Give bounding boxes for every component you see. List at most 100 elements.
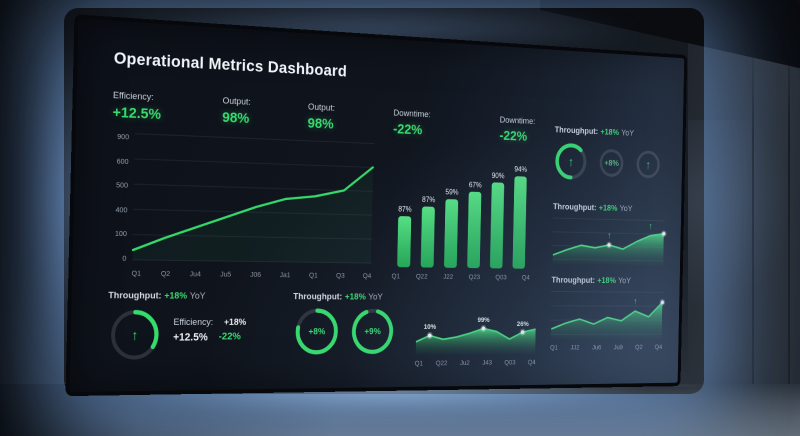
bar-value-label: 90% — [492, 171, 505, 180]
gauge-single: ↑ — [109, 308, 161, 362]
heading-value: +18% — [597, 275, 616, 286]
kpi-output-2: Output: 98% — [307, 102, 335, 133]
heading-suffix: YoY — [619, 203, 633, 214]
axis-tick-label: 0 — [122, 253, 127, 263]
kpi-value: -22% — [499, 127, 528, 145]
heading-suffix: YoY — [368, 292, 383, 303]
dashboard-screen: Operational Metrics Dashboard Efficiency… — [65, 14, 688, 397]
arrow-up-icon: ↑ — [131, 326, 139, 343]
arrow-up-icon: ↑ — [645, 157, 651, 172]
up-arrow-marker: ↑ — [649, 222, 653, 232]
gauge: +8% — [294, 307, 340, 356]
x-axis-ticks: Q1 Q2 Ju4 Ju5 J06 Ja1 Q1 Q3 Q4 — [131, 269, 371, 280]
panel-heading: Throughput: +18% YoY — [553, 202, 633, 214]
bar — [397, 216, 412, 268]
kpi-efficiency: Efficiency: +12.5% — [112, 90, 161, 123]
heading-label: Throughput: — [554, 125, 599, 137]
kpi-value: 98% — [222, 109, 250, 127]
gauge: ↑ — [634, 148, 661, 181]
axis-tick-label: Ju5 — [220, 269, 232, 279]
axis-tick-label: Q1 — [550, 343, 558, 352]
kpi-label: Downtime: — [393, 108, 431, 121]
area-fill — [415, 328, 536, 355]
wall-light-sheen — [688, 120, 800, 320]
page-title: Operational Metrics Dashboard — [113, 48, 348, 81]
heading-suffix: YoY — [621, 128, 635, 139]
bar — [512, 176, 527, 269]
wall-seam — [752, 34, 754, 436]
axis-tick-label: 100 — [114, 229, 127, 239]
bar-value-label: 87% — [398, 205, 412, 214]
axis-tick-label: Q4 — [654, 342, 663, 351]
kpi-label: Downtime: — [499, 115, 536, 127]
kpi-value: 98% — [307, 115, 334, 133]
bar — [467, 191, 482, 269]
kpi-label: Output: — [222, 95, 251, 108]
axis-tick-label: Q03 — [495, 272, 507, 282]
axis-tick-label: Q4 — [521, 273, 530, 282]
heading-value: +18% — [598, 203, 618, 214]
axis-tick-label: Ju6 — [592, 343, 602, 352]
x-axis-ticks: Q1 Q22 Ju2 J43 Q03 Q4 — [415, 358, 536, 367]
gauge: ↑ — [554, 141, 589, 182]
gauge: +8% — [598, 147, 626, 180]
efficiency-stats: Efficiency: +18% +12.5% -22% — [173, 316, 246, 346]
stats-value: +18% — [223, 317, 247, 328]
axis-tick-label: Ja1 — [279, 270, 291, 280]
axis-tick-label: Ju2 — [459, 358, 470, 367]
up-arrow-marker: ↑ — [633, 297, 637, 307]
bar — [489, 182, 505, 269]
axis-tick-label: Ju4 — [189, 269, 201, 279]
axis-tick-label: J43 — [482, 358, 493, 367]
data-point-label: 10% — [424, 322, 437, 330]
heading-value: +18% — [344, 291, 366, 303]
kpi-output-1: Output: 98% — [222, 96, 251, 127]
gauge-row: ↑ +8% ↑ — [554, 141, 662, 184]
kpi-value: +12.5% — [112, 104, 162, 123]
heading-value: +18% — [164, 290, 188, 302]
gauge: +9% — [350, 307, 395, 356]
kpi-downtime-2: Downtime: -22% — [499, 115, 535, 145]
heading-value: +18% — [600, 127, 620, 138]
axis-tick-label: 400 — [115, 204, 128, 215]
kpi-downtime-1: Downtime: -22% — [393, 108, 431, 138]
axis-tick-label: Q1 — [414, 358, 424, 368]
panel-heading: Throughput: +18% YoY — [293, 292, 383, 303]
axis-tick-label: Q4 — [362, 271, 372, 280]
x-axis-ticks: Q1 Q22 J22 Q23 Q03 Q4 — [391, 272, 529, 282]
wall-display: Operational Metrics Dashboard Efficiency… — [65, 14, 688, 397]
heading-label: Throughput: — [551, 275, 596, 286]
heading-suffix: YoY — [618, 276, 632, 286]
axis-tick-label: 900 — [117, 131, 130, 142]
wall-seam — [788, 34, 790, 436]
axis-tick-label: Q03 — [504, 358, 516, 367]
data-point-label: 99% — [478, 316, 491, 324]
axis-tick-label: Ju9 — [613, 343, 623, 352]
heading-suffix: YoY — [189, 290, 206, 302]
bar-value-label: 94% — [514, 165, 527, 174]
heading-label: Throughput: — [552, 201, 597, 213]
bar-chart: 87% 87% 59% 67% 90% 94% — [392, 149, 533, 270]
kpi-label: Efficiency: — [112, 90, 154, 103]
axis-tick-label: Q23 — [468, 272, 481, 281]
x-axis-ticks: Q1 JJ2 Ju6 Ju9 Q2 Q4 — [550, 343, 662, 352]
axis-tick-label: Q1 — [308, 270, 318, 280]
panel-heading: Throughput: +18% YoY — [108, 290, 205, 301]
data-point-label: 26% — [517, 319, 529, 327]
gauge-value-label: +9% — [364, 326, 381, 337]
axis-tick-label: J22 — [443, 272, 454, 281]
bar-value-label: 87% — [422, 195, 435, 204]
bar-value-label: 67% — [469, 181, 482, 190]
axis-tick-label: Q2 — [635, 342, 643, 351]
gauge: ↑ — [109, 308, 161, 362]
line-chart — [132, 133, 374, 266]
axis-tick-label: Q3 — [335, 271, 345, 280]
stats-label: Efficiency: — [173, 317, 214, 328]
area-chart-bottom-middle: 10% 99% 26% — [415, 307, 537, 355]
area-chart-bottom-right: ↑ — [550, 290, 663, 340]
area-chart-mid-right: ↑ ↑ — [552, 216, 665, 266]
bar — [443, 199, 459, 268]
axis-tick-label: Q2 — [160, 269, 171, 278]
axis-tick-label: 500 — [115, 180, 129, 190]
panel-heading: Throughput: +18% YoY — [555, 125, 635, 138]
